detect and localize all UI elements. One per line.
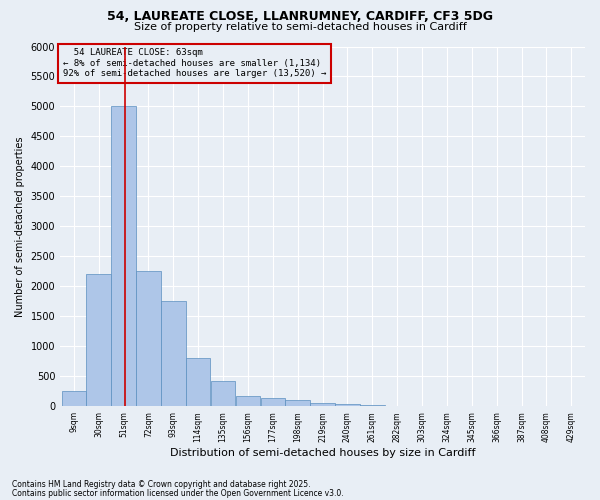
Bar: [260, 398, 285, 406]
Text: Contains HM Land Registry data © Crown copyright and database right 2025.: Contains HM Land Registry data © Crown c…: [12, 480, 311, 489]
Bar: [335, 404, 360, 406]
Bar: [136, 272, 161, 406]
Y-axis label: Number of semi-detached properties: Number of semi-detached properties: [15, 136, 25, 316]
Bar: [161, 302, 185, 406]
Bar: [86, 274, 111, 406]
Bar: [62, 391, 86, 406]
Text: 54 LAUREATE CLOSE: 63sqm
← 8% of semi-detached houses are smaller (1,134)
92% of: 54 LAUREATE CLOSE: 63sqm ← 8% of semi-de…: [63, 48, 326, 78]
Bar: [310, 402, 335, 406]
Bar: [186, 358, 211, 406]
Bar: [360, 405, 385, 406]
Bar: [286, 400, 310, 406]
X-axis label: Distribution of semi-detached houses by size in Cardiff: Distribution of semi-detached houses by …: [170, 448, 475, 458]
Text: Size of property relative to semi-detached houses in Cardiff: Size of property relative to semi-detach…: [134, 22, 466, 32]
Bar: [236, 396, 260, 406]
Text: Contains public sector information licensed under the Open Government Licence v3: Contains public sector information licen…: [12, 489, 344, 498]
Bar: [111, 106, 136, 406]
Text: 54, LAUREATE CLOSE, LLANRUMNEY, CARDIFF, CF3 5DG: 54, LAUREATE CLOSE, LLANRUMNEY, CARDIFF,…: [107, 10, 493, 23]
Bar: [211, 381, 235, 406]
